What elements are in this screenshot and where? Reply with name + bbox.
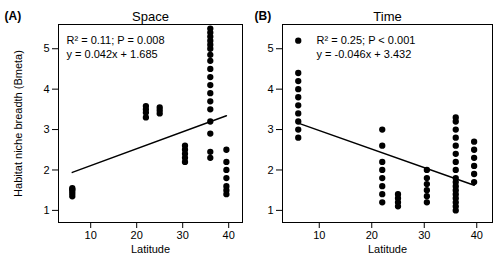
svg-text:Habitat niche breadth (Bmeta): Habitat niche breadth (Bmeta) (12, 50, 24, 197)
svg-text:20: 20 (366, 229, 378, 241)
svg-text:R² = 0.11; P = 0.008y = 0.042x: R² = 0.11; P = 0.008y = 0.042x + 1.685 (67, 34, 165, 60)
svg-text:10: 10 (85, 229, 97, 241)
svg-text:1: 1 (267, 204, 273, 216)
svg-text:4: 4 (43, 83, 49, 95)
svg-text:2: 2 (267, 163, 273, 175)
svg-text:R² = 0.25; P < 0.001y = -0.046: R² = 0.25; P < 0.001y = -0.046x + 3.432 (317, 34, 416, 60)
svg-text:3: 3 (43, 123, 49, 135)
svg-text:4: 4 (267, 83, 273, 95)
svg-text:Latitude: Latitude (131, 243, 170, 255)
svg-text:30: 30 (418, 229, 430, 241)
svg-text:(A): (A) (5, 9, 22, 23)
svg-text:Time: Time (373, 9, 401, 24)
svg-text:Latitude: Latitude (368, 243, 407, 255)
svg-text:3: 3 (267, 123, 273, 135)
svg-text:5: 5 (43, 42, 49, 54)
svg-text:1: 1 (43, 204, 49, 216)
svg-text:10: 10 (313, 229, 325, 241)
svg-text:(B): (B) (255, 9, 272, 23)
svg-text:40: 40 (471, 229, 483, 241)
svg-text:2: 2 (43, 163, 49, 175)
svg-text:40: 40 (223, 229, 235, 241)
svg-text:30: 30 (177, 229, 189, 241)
svg-text:Space: Space (132, 9, 169, 24)
svg-text:20: 20 (131, 229, 143, 241)
svg-text:5: 5 (267, 42, 273, 54)
